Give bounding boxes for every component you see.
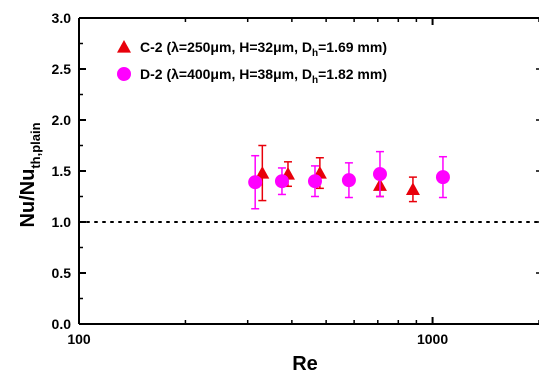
y-tick-label: 2.0 <box>52 112 72 128</box>
series-d2 <box>248 150 450 210</box>
data-point <box>372 167 387 182</box>
legend-label-main: C-2 (λ=250μm, H=32μm, D <box>140 39 312 55</box>
y-tick-label: 0.0 <box>52 316 72 332</box>
data-point <box>435 170 450 185</box>
y-tick-label: 3.0 <box>52 10 72 26</box>
data-point <box>255 166 270 179</box>
data-point <box>307 174 322 189</box>
legend-marker <box>117 40 131 53</box>
y-tick-label: 2.5 <box>52 61 72 77</box>
x-axis-title: Re <box>292 353 318 375</box>
axis-layer: 0.0 0.5 1.0 1.5 2.0 2.5 3.0 100 1000 Re Nu/Nuth,pl… <box>17 10 539 375</box>
data-point <box>248 175 263 190</box>
y-tick-label: 1.0 <box>52 214 72 230</box>
legend-label: D-2 (λ=400μm, H=38μm, Dh=1.82 mm) <box>140 66 387 86</box>
series-c2 <box>255 144 420 203</box>
data-layer <box>248 144 450 210</box>
legend: C-2 (λ=250μm, H=32μm, Dh=1.69 mm)D-2 (λ=… <box>117 39 387 86</box>
data-point <box>405 182 420 195</box>
data-point <box>341 173 356 188</box>
y-axis-title: Nu/Nuth,plain <box>17 122 43 227</box>
x-tick-label: 1000 <box>417 331 448 347</box>
legend-label-tail: =1.69 mm) <box>318 39 387 55</box>
legend-label-main: D-2 (λ=400μm, H=38μm, D <box>140 66 312 82</box>
legend-label-tail: =1.82 mm) <box>318 66 387 82</box>
y-axis-title-main: Nu/Nu <box>17 169 39 228</box>
x-tick-label: 100 <box>67 331 91 347</box>
legend-marker <box>117 67 131 81</box>
data-point <box>274 174 289 189</box>
legend-label-sub: h <box>312 75 318 86</box>
y-tick-label: 1.5 <box>52 163 72 179</box>
y-tick-label: 0.5 <box>52 265 72 281</box>
y-axis-title-sub: th,plain <box>28 122 43 168</box>
legend-label: C-2 (λ=250μm, H=32μm, Dh=1.69 mm) <box>140 39 387 59</box>
legend-label-sub: h <box>312 48 318 59</box>
